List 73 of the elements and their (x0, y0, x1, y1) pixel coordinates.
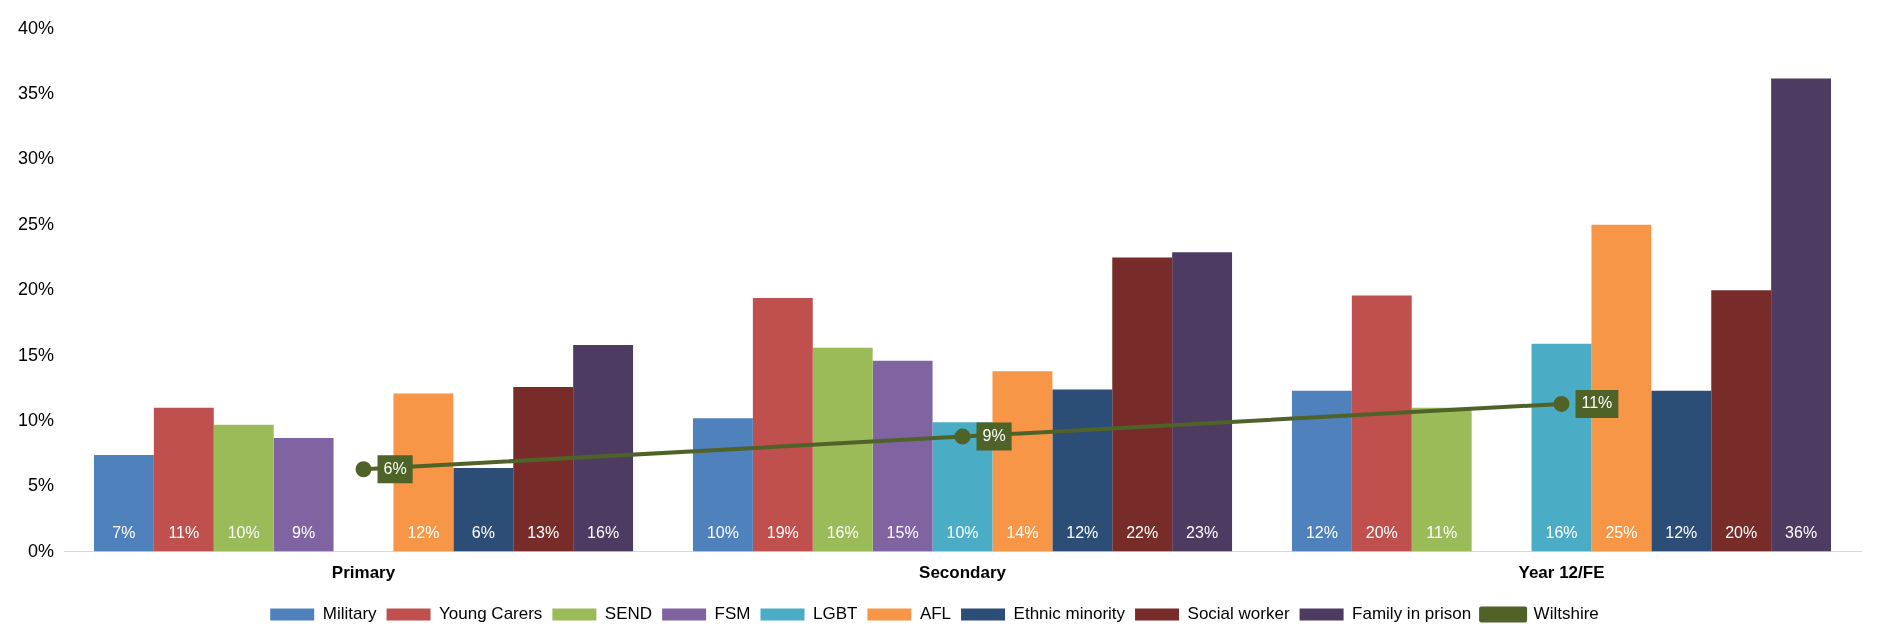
bar (1771, 78, 1832, 552)
point (1553, 395, 1570, 412)
data-label: 6% (383, 459, 407, 477)
y-tick-label: 10% (18, 409, 55, 430)
bar (1291, 390, 1352, 552)
y-tick-label: 35% (18, 83, 55, 104)
y-tick-label: 20% (18, 279, 55, 300)
data-label: 16% (587, 524, 620, 542)
data-label: 11% (1426, 524, 1458, 542)
bar (1172, 252, 1233, 552)
bar (1052, 389, 1113, 552)
data-label: 20% (1725, 524, 1758, 542)
bar (213, 424, 274, 552)
bar (1651, 390, 1712, 552)
y-tick-label: 5% (28, 475, 55, 496)
bar (93, 454, 154, 552)
bar (692, 418, 753, 552)
y-tick-label: 0% (28, 540, 55, 561)
data-label: 11% (1581, 394, 1613, 412)
bar (1411, 407, 1472, 552)
legend-label: Young Carers (439, 604, 543, 624)
data-label: 12% (407, 524, 440, 542)
legend-label: Wiltshire (1533, 604, 1599, 624)
data-label: 12% (1305, 524, 1338, 542)
bar (513, 386, 574, 552)
data-label: 36% (1785, 524, 1818, 542)
legend-label: FSM (714, 604, 751, 624)
bar (812, 347, 873, 552)
data-label: 23% (1186, 524, 1219, 542)
y-tick-label: 30% (18, 148, 55, 169)
bar (1711, 290, 1772, 552)
y-tick-label: 25% (18, 213, 55, 234)
data-label: 25% (1605, 524, 1638, 542)
data-label: 16% (826, 524, 859, 542)
bar (273, 437, 334, 552)
data-label: 20% (1365, 524, 1398, 542)
x-tick-label: Secondary (919, 563, 1007, 583)
data-label: 10% (227, 524, 260, 542)
data-label: 12% (1665, 524, 1698, 542)
bar (1112, 257, 1173, 552)
data-label: 11% (168, 524, 200, 542)
legend-label: Social worker (1187, 604, 1290, 624)
data-label: 19% (766, 524, 799, 542)
point (355, 461, 372, 478)
data-label: 22% (1126, 524, 1159, 542)
data-label: 10% (946, 524, 979, 542)
data-label: 7% (112, 524, 136, 542)
data-label: 12% (1066, 524, 1099, 542)
bar (453, 467, 514, 552)
legend-label: Military (322, 604, 378, 624)
bar (153, 407, 214, 552)
bar (1351, 295, 1412, 552)
y-tick-label: 15% (18, 344, 55, 365)
bar (573, 345, 634, 552)
y-tick-label: 40% (18, 17, 55, 38)
legend-label: SEND (604, 604, 653, 624)
data-label: 6% (471, 524, 495, 542)
data-label: 9% (982, 426, 1006, 444)
data-label: 15% (886, 524, 919, 542)
data-label: 9% (292, 524, 316, 542)
data-label: 16% (1545, 524, 1578, 542)
legend-label: Ethnic minority (1013, 604, 1126, 624)
x-tick-label: Primary (331, 563, 396, 583)
legend-label: LGBT (812, 604, 858, 624)
data-label: 13% (527, 524, 560, 542)
legend-label: AFL (919, 604, 952, 624)
point (954, 428, 971, 445)
data-label: 14% (1006, 524, 1039, 542)
data-label: 10% (706, 524, 739, 542)
x-tick-label: Year 12/FE (1518, 563, 1605, 583)
bar (872, 360, 933, 552)
legend-label: Family in prison (1352, 604, 1472, 624)
bar (752, 298, 813, 552)
